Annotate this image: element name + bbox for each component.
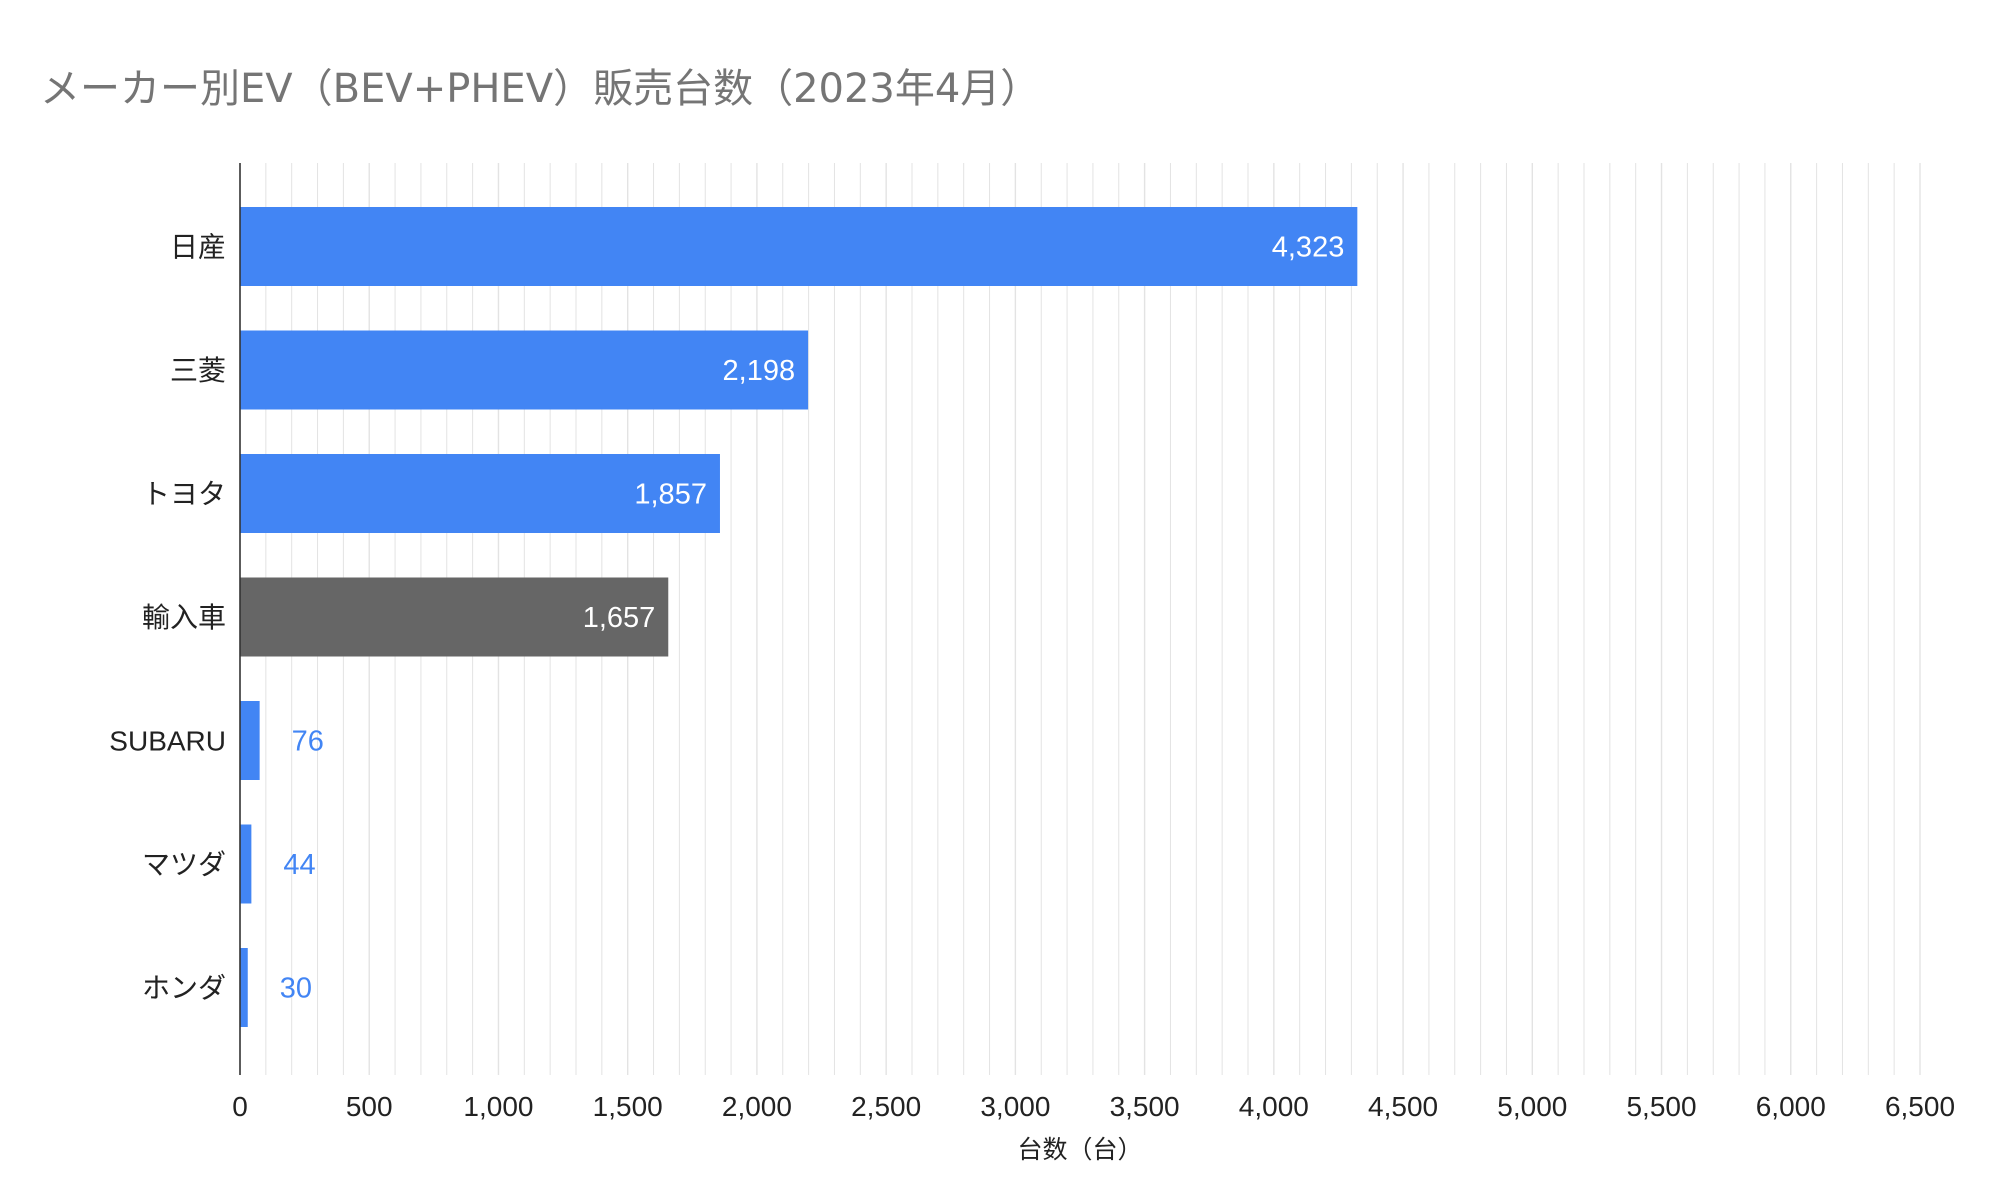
bars bbox=[240, 207, 1358, 1027]
bar bbox=[240, 824, 252, 904]
x-tick-label: 4,000 bbox=[1239, 1091, 1309, 1122]
x-tick-label: 4,500 bbox=[1368, 1091, 1438, 1122]
x-tick-label: 1,500 bbox=[593, 1091, 663, 1122]
x-tick-label: 500 bbox=[346, 1091, 393, 1122]
category-label: 日産 bbox=[170, 232, 226, 263]
data-label: 30 bbox=[280, 973, 312, 1005]
x-tick-label: 6,500 bbox=[1885, 1091, 1955, 1122]
x-axis-title: 台数（台） bbox=[1017, 1136, 1142, 1164]
x-tick-label: 0 bbox=[232, 1091, 248, 1122]
category-label: マツダ bbox=[142, 849, 226, 880]
category-label: 輸入車 bbox=[142, 602, 226, 633]
data-label: 1,657 bbox=[583, 602, 656, 634]
data-label: 2,198 bbox=[723, 355, 796, 387]
x-tick-label: 2,500 bbox=[851, 1091, 921, 1122]
data-label: 76 bbox=[292, 726, 324, 758]
bar bbox=[240, 330, 809, 410]
bar bbox=[240, 454, 720, 533]
data-label: 4,323 bbox=[1272, 232, 1345, 264]
bar bbox=[240, 577, 669, 657]
x-tick-label: 5,500 bbox=[1626, 1091, 1696, 1122]
labels: 4,323 日産 2,198 三菱 1,857 トヨタ 1,657 輸入車 76 SUBARU 44… bbox=[109, 232, 1955, 1165]
category-label: トヨタ bbox=[142, 479, 226, 510]
bar bbox=[240, 948, 248, 1027]
data-label: 44 bbox=[283, 849, 315, 881]
category-label: SUBARU bbox=[109, 726, 226, 757]
x-tick-label: 3,500 bbox=[1110, 1091, 1180, 1122]
category-label: 三菱 bbox=[170, 355, 226, 386]
bar bbox=[240, 207, 1358, 286]
data-label: 1,857 bbox=[634, 479, 707, 511]
x-tick-label: 2,000 bbox=[722, 1091, 792, 1122]
x-tick-label: 3,000 bbox=[980, 1091, 1050, 1122]
chart-title: メーカー別EV（BEV+PHEV）販売台数（2023年4月） bbox=[40, 66, 1041, 112]
x-tick-label: 5,000 bbox=[1497, 1091, 1567, 1122]
category-label: ホンダ bbox=[142, 973, 226, 1004]
x-tick-label: 6,000 bbox=[1756, 1091, 1826, 1122]
x-tick-label: 1,000 bbox=[463, 1091, 533, 1122]
bar bbox=[240, 701, 260, 780]
